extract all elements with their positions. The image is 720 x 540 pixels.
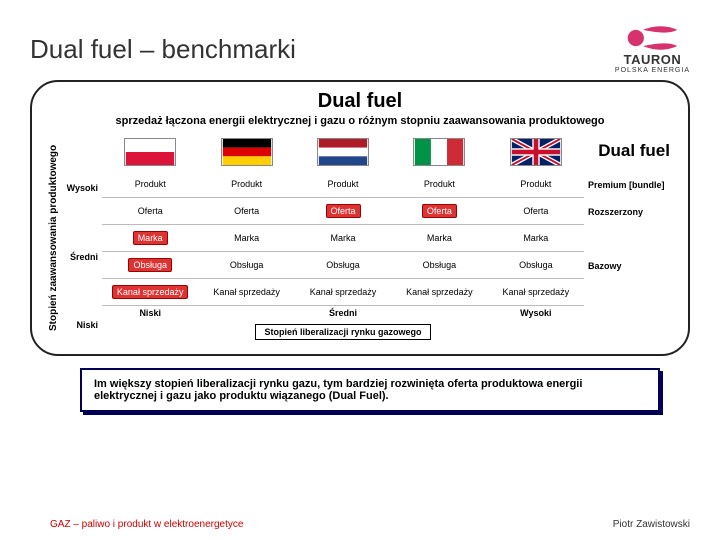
slide: Dual fuel – benchmarki TAURON POLSKA ENE… bbox=[0, 0, 720, 540]
matrix-cell: Obsługa bbox=[102, 252, 198, 279]
matrix-cell: Oferta bbox=[488, 198, 584, 225]
chart: Stopień zaawansowania produktowego Wysok… bbox=[48, 135, 672, 340]
matrix-cell: Kanał sprzedaży bbox=[391, 279, 487, 306]
matrix-cell: Oferta bbox=[295, 198, 391, 225]
x-tick-low: Niski bbox=[102, 308, 198, 318]
y-ticks: Wysoki Średni Niski bbox=[64, 135, 102, 340]
flag-germany bbox=[221, 138, 273, 166]
box-title: Dual fuel bbox=[48, 90, 672, 113]
matrix-cell: Kanał sprzedaży bbox=[102, 279, 198, 306]
flag-uk bbox=[510, 138, 562, 166]
logo-icon bbox=[625, 24, 679, 52]
corner-label: Dual fuel bbox=[598, 141, 670, 161]
logo-sub: POLSKA ENERGIA bbox=[615, 67, 690, 74]
matrix-cell: Marka bbox=[295, 225, 391, 252]
highlighted-cell: Marka bbox=[133, 231, 168, 245]
y-tick-low: Niski bbox=[64, 310, 98, 340]
matrix-cell: Produkt bbox=[295, 171, 391, 198]
matrix-cell: Kanał sprzedaży bbox=[488, 279, 584, 306]
highlighted-cell: Kanał sprzedaży bbox=[112, 285, 189, 299]
matrix-cell: Oferta bbox=[391, 198, 487, 225]
matrix-row: Kanał sprzedażyKanał sprzedażyKanał sprz… bbox=[102, 279, 584, 306]
x-axis-label-wrap: Stopień liberalizacji rynku gazowego bbox=[102, 322, 584, 340]
flags-row bbox=[102, 135, 584, 169]
matrix-cell: Obsługa bbox=[488, 252, 584, 279]
footer: GAZ – paliwo i produkt w elektroenergety… bbox=[50, 519, 690, 530]
matrix-cell: Produkt bbox=[102, 171, 198, 198]
matrix-cell: Obsługa bbox=[391, 252, 487, 279]
grid: Dual fuel ProduktProduktProduktProduktPr… bbox=[102, 135, 584, 340]
matrix: ProduktProduktProduktProduktProduktPremi… bbox=[102, 171, 584, 306]
x-tick-high: Wysoki bbox=[488, 308, 584, 318]
matrix-cell: Oferta bbox=[198, 198, 294, 225]
matrix-cell: Produkt bbox=[488, 171, 584, 198]
y-tick-spacer bbox=[64, 207, 98, 237]
footer-right: Piotr Zawistowski bbox=[613, 519, 690, 530]
matrix-cell: Marka bbox=[102, 225, 198, 252]
matrix-cell: Obsługa bbox=[198, 252, 294, 279]
matrix-cell: Produkt bbox=[391, 171, 487, 198]
matrix-cell: Obsługa bbox=[295, 252, 391, 279]
matrix-cell: Kanał sprzedaży bbox=[198, 279, 294, 306]
flag-netherlands bbox=[317, 138, 369, 166]
benchmark-box: Dual fuel sprzedaż łączona energii elekt… bbox=[30, 80, 690, 356]
logo: TAURON POLSKA ENERGIA bbox=[615, 24, 690, 74]
matrix-cell: Produkt bbox=[198, 171, 294, 198]
x-ticks: Niski Średni Wysoki bbox=[102, 308, 584, 318]
matrix-cell: Marka bbox=[391, 225, 487, 252]
x-tick-mid: Średni bbox=[198, 308, 487, 318]
slide-title: Dual fuel – benchmarki bbox=[30, 34, 296, 65]
y-tick-mid: Średni bbox=[64, 242, 98, 272]
logo-text: TAURON bbox=[624, 52, 682, 67]
y-axis-label: Stopień zaawansowania produktowego bbox=[48, 135, 64, 340]
flag-italy bbox=[413, 138, 465, 166]
x-axis-label: Stopień liberalizacji rynku gazowego bbox=[255, 324, 430, 340]
matrix-row: ObsługaObsługaObsługaObsługaObsługaBazow… bbox=[102, 252, 584, 279]
matrix-cell: Marka bbox=[488, 225, 584, 252]
matrix-cell: Oferta bbox=[102, 198, 198, 225]
highlighted-cell: Oferta bbox=[326, 204, 361, 218]
y-tick-high: Wysoki bbox=[64, 173, 98, 203]
footer-left: GAZ – paliwo i produkt w elektroenergety… bbox=[50, 519, 243, 530]
matrix-row: ProduktProduktProduktProduktProduktPremi… bbox=[102, 171, 584, 198]
box-sub: sprzedaż łączona energii elektrycznej i … bbox=[48, 115, 672, 127]
y-tick-spacer2 bbox=[64, 276, 98, 306]
note-box: Im większy stopień liberalizacji rynku g… bbox=[80, 368, 660, 412]
title-row: Dual fuel – benchmarki TAURON POLSKA ENE… bbox=[30, 24, 690, 74]
matrix-cell: Kanał sprzedaży bbox=[295, 279, 391, 306]
matrix-cell: Marka bbox=[198, 225, 294, 252]
highlighted-cell: Oferta bbox=[422, 204, 457, 218]
row-label: Premium [bundle] bbox=[588, 171, 672, 198]
row-label: Rozszerzony bbox=[588, 198, 672, 225]
highlighted-cell: Obsługa bbox=[128, 258, 172, 272]
flag-poland bbox=[124, 138, 176, 166]
row-label: Bazowy bbox=[588, 252, 672, 279]
matrix-row: MarkaMarkaMarkaMarkaMarka bbox=[102, 225, 584, 252]
matrix-row: OfertaOfertaOfertaOfertaOfertaRozszerzon… bbox=[102, 198, 584, 225]
